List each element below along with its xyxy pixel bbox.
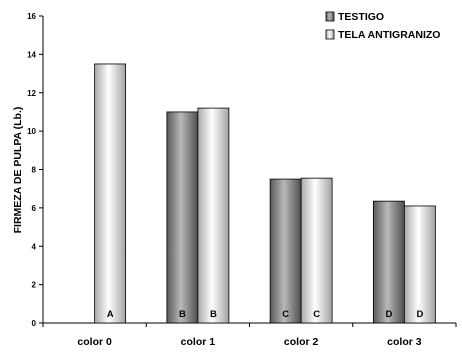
bar-tela-antigranizo: [197, 107, 230, 324]
y-tick-label: 0: [32, 319, 37, 328]
bar-significance-label: A: [107, 309, 114, 320]
x-tick-label: color 2: [284, 336, 319, 348]
y-tick-label: 14: [27, 50, 36, 59]
y-tick-label: 6: [32, 204, 37, 213]
legend: TESTIGO TELA ANTIGRANIZO: [325, 11, 440, 41]
x-tick-label: color 3: [387, 336, 422, 348]
bar-tela-antigranizo: [300, 177, 333, 324]
bars: B C DA B C D: [94, 63, 436, 324]
bar-significance-label: D: [416, 309, 423, 320]
legend-label: TESTIGO: [338, 11, 384, 23]
y-tick-label: 4: [32, 242, 37, 251]
bar-testigo: [166, 111, 199, 324]
y-tick-label: 12: [27, 89, 36, 98]
bar-testigo: [372, 200, 405, 324]
y-tick-label: 2: [32, 281, 37, 290]
x-tick-label: color 0: [77, 336, 112, 348]
x-tick-label: color 1: [181, 336, 216, 348]
y-axis-title: FIRMEZA DE PULPA (Lb.): [12, 107, 24, 234]
bar-significance-label: B: [179, 309, 186, 320]
y-tick-label: 8: [32, 166, 37, 175]
legend-label: TELA ANTIGRANIZO: [338, 29, 440, 41]
bar-significance-label: D: [385, 309, 392, 320]
bar-testigo: [269, 178, 302, 324]
bar-tela-antigranizo: [403, 205, 436, 324]
bar-significance-label: C: [282, 309, 289, 320]
bar-significance-label: C: [313, 309, 320, 320]
bar-significance-label: B: [210, 309, 217, 320]
bar-tela-antigranizo: [94, 63, 127, 324]
legend-swatch: [325, 11, 335, 22]
y-tick-label: 10: [27, 127, 36, 136]
y-tick-label: 16: [27, 12, 36, 21]
legend-swatch: [325, 29, 335, 40]
